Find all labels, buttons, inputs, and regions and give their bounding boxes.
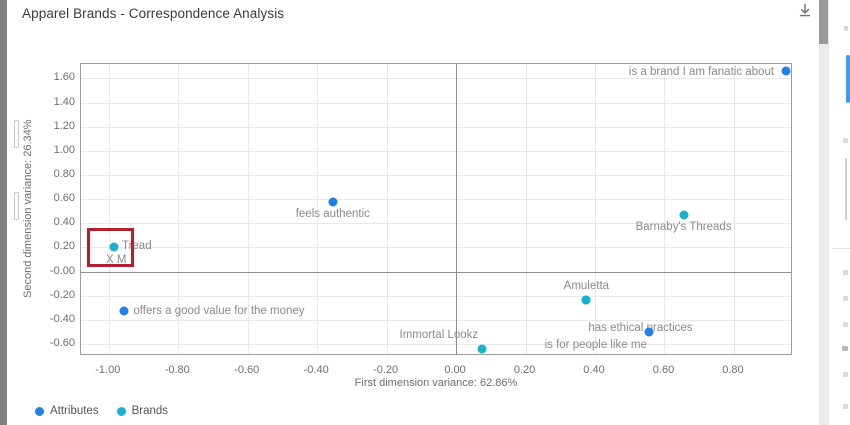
- gridline-horizontal: [81, 223, 791, 225]
- chart-plot-area: Second dimension variance: 26.34% 1.60 1.…: [7, 0, 819, 425]
- panel-divider: [832, 248, 850, 249]
- legend-label: Brands: [131, 405, 169, 417]
- data-point[interactable]: [644, 327, 654, 337]
- data-point-label: Amuletta: [563, 279, 610, 292]
- data-point-label: Immortal Lookz: [399, 329, 479, 342]
- panel-row-item: [843, 372, 848, 377]
- y-axis-tick-label: -0.20: [49, 288, 75, 301]
- legend-label: Attributes: [50, 405, 99, 417]
- x-axis-tick-label: -0.60: [234, 364, 260, 376]
- gridline-horizontal: [81, 175, 791, 176]
- chart-card: Apparel Brands - Correspondence Analysis…: [7, 0, 819, 425]
- data-point[interactable]: [328, 197, 338, 207]
- gridline-horizontal: [81, 247, 791, 249]
- y-axis-tick-label: 1.40: [53, 95, 75, 108]
- y-axis-tick-label: 1.60: [53, 71, 75, 84]
- chart-legend: Attributes Brands: [35, 405, 168, 417]
- x-axis-tick-label: 0.00: [444, 364, 466, 376]
- vertical-scrollbar-thumb[interactable]: [819, 0, 828, 44]
- x-axis-tick-label: -0.20: [373, 364, 399, 376]
- panel-row-item: [843, 322, 848, 327]
- data-point[interactable]: [109, 242, 119, 252]
- legend-color-dot: [116, 406, 126, 416]
- gridline-horizontal: [81, 199, 791, 201]
- data-point-label: has ethical practices: [588, 321, 693, 334]
- x-axis-tick-label: 0.40: [583, 364, 605, 376]
- y-axis-tick-label: -0.40: [49, 312, 75, 325]
- gridline-vertical: [525, 64, 527, 354]
- y-axis-tick-label: 1.00: [53, 143, 75, 156]
- panel-active-accent: [846, 55, 850, 103]
- axis-zero-vertical: [456, 64, 458, 354]
- gridline-vertical: [178, 64, 180, 354]
- data-point[interactable]: [581, 295, 591, 305]
- data-point-label: feels authentic: [295, 207, 370, 220]
- gridline-vertical: [108, 64, 110, 354]
- gridline-horizontal: [81, 343, 791, 345]
- plot-frame: is a brand I am fanatic about feels authe…: [80, 63, 792, 355]
- x-axis-tick-label: 0.20: [513, 364, 536, 376]
- vertical-scrollbar-track[interactable]: [819, 0, 828, 425]
- mini-tab-lower[interactable]: [14, 192, 19, 220]
- y-axis-ticks: 1.60 1.40 1.20 1.00 0.80 0.60 0.40 0.20 -0.00 -0.…: [29, 63, 75, 355]
- x-axis-tick-label: -1.00: [95, 364, 121, 376]
- data-point[interactable]: [119, 306, 129, 316]
- right-side-panel: [828, 0, 850, 425]
- axis-zero-horizontal: [81, 271, 791, 273]
- gridline-vertical: [317, 64, 319, 354]
- gridline-vertical: [386, 64, 388, 354]
- y-axis-tick-label: 0.20: [53, 240, 75, 253]
- panel-row-item: [843, 270, 848, 275]
- panel-row-item: [842, 346, 848, 351]
- data-point[interactable]: [477, 344, 487, 354]
- gridline-horizontal: [81, 78, 791, 80]
- y-axis-tick-label: -0.60: [49, 336, 75, 349]
- legend-color-dot: [35, 406, 44, 416]
- legend-item[interactable]: Brands: [116, 405, 169, 417]
- gridline-vertical: [247, 64, 249, 354]
- y-axis-tick-label: -0.00: [49, 264, 75, 277]
- panel-row-item: [844, 26, 848, 31]
- y-axis-tick-label: 0.80: [53, 168, 75, 180]
- gridline-horizontal: [81, 295, 791, 297]
- x-axis-ticks: -1.00 -0.80 -0.60 -0.40 -0.20 0.00 0.20 0.40 0.6…: [80, 364, 792, 380]
- gridline-vertical: [664, 64, 666, 354]
- y-axis-tick-label: 0.60: [53, 192, 75, 205]
- x-axis-tick-label: -0.80: [164, 364, 190, 376]
- gridline-horizontal: [81, 126, 791, 128]
- data-point-label: offers a good value for the money: [133, 304, 305, 317]
- panel-row-item: [843, 404, 848, 409]
- x-axis-title: First dimension variance: 62.86%: [354, 377, 518, 389]
- page-title: Apparel Brands - Correspondence Analysis: [22, 6, 285, 21]
- gridline-vertical: [595, 64, 597, 354]
- gridline-horizontal: [81, 102, 791, 104]
- panel-row-item: [843, 138, 848, 143]
- data-point-label: Tread: [121, 240, 152, 253]
- data-point-label: is a brand I am fanatic about: [628, 66, 775, 79]
- x-axis-tick-label: 0.80: [722, 364, 744, 376]
- legend-item[interactable]: Attributes: [35, 405, 99, 417]
- panel-row-item: [843, 296, 848, 301]
- data-point[interactable]: [679, 210, 689, 220]
- x-axis-tick-label: 0.60: [652, 364, 675, 376]
- window-left-edge: [0, 0, 7, 425]
- gridline-vertical: [733, 64, 735, 354]
- panel-row-item: [845, 158, 847, 220]
- data-point[interactable]: [781, 66, 791, 76]
- download-icon[interactable]: [796, 2, 814, 20]
- gridline-horizontal: [81, 319, 791, 321]
- gridline-horizontal: [81, 150, 791, 152]
- y-axis-tick-label: 0.40: [53, 216, 75, 229]
- x-axis-tick-label: -0.40: [303, 364, 329, 376]
- mini-tab-upper[interactable]: [14, 120, 19, 148]
- y-axis-tick-label: 1.20: [53, 119, 75, 132]
